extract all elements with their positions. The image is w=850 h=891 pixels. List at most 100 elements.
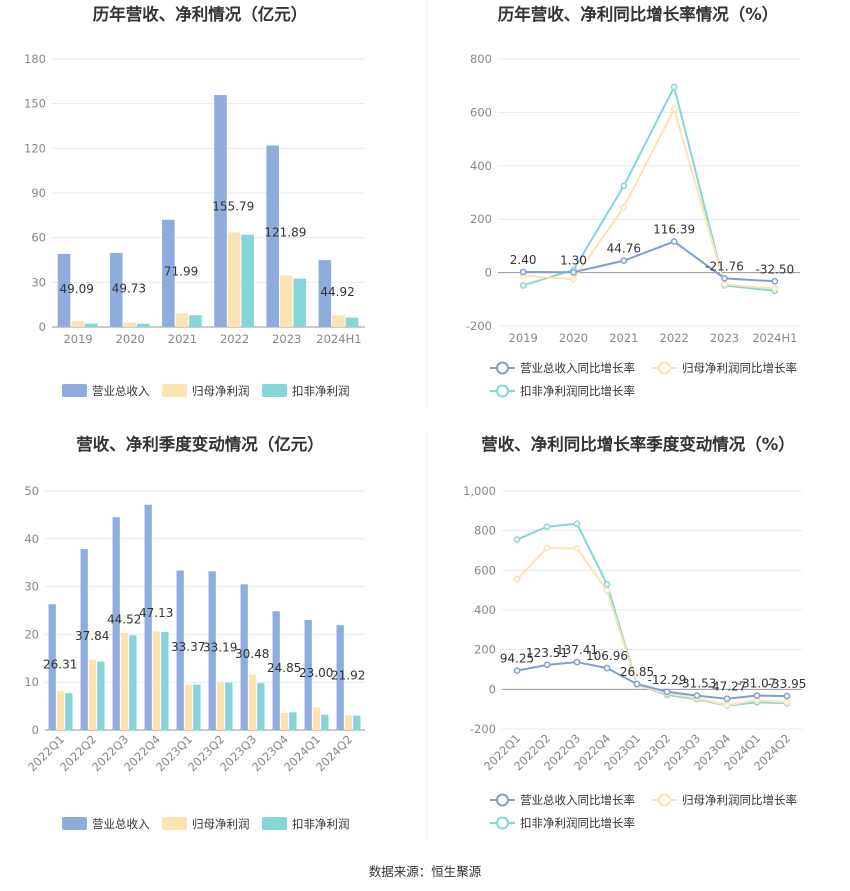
bar-0-0: [48, 604, 56, 730]
bar-0-3: [144, 504, 152, 730]
x-tick-label: 2021: [168, 332, 197, 346]
bar-1-5: [216, 682, 225, 730]
point-1-4: [721, 280, 728, 288]
point-2-2: [620, 182, 628, 190]
data-label: 71.99: [164, 264, 198, 278]
data-label: 137.41: [556, 643, 598, 657]
y-tick-label: 120: [24, 141, 46, 155]
quarterly-growth-rate-line-chart: 营收、净利同比增长率季度变动情况（%） -200 0 200 400 600 800 1,00…: [463, 434, 806, 830]
bar-1-4: [184, 684, 193, 730]
bar-0-0: [57, 253, 71, 327]
y-tick-label: 800: [470, 52, 492, 66]
bar-2-5: [225, 682, 233, 730]
y-tick-label: 150: [24, 97, 46, 111]
bar-2-4: [193, 684, 201, 730]
bar-1-3: [227, 232, 241, 327]
data-label: 26.85: [620, 665, 654, 679]
bar-0-5: [208, 571, 216, 730]
bar-2-0: [65, 693, 73, 730]
annual-growth-rate-line-chart: 历年营收、净利同比增长率情况（%） -200 0 200 400 600 800 2019 20…: [466, 4, 800, 398]
y-tick-label: 600: [470, 105, 492, 119]
data-label: 37.84: [75, 629, 109, 643]
y-tick-label: 800: [474, 524, 496, 538]
legend-label: 归母净利润: [192, 384, 250, 398]
y-tick-label: 0: [32, 723, 39, 737]
point-1-0: [513, 575, 521, 583]
bar-2-3: [161, 632, 169, 730]
y-tick-label: 400: [470, 159, 492, 173]
bar-2-7: [289, 712, 297, 730]
point-0-5: [663, 688, 671, 696]
bar-1-5: [332, 315, 345, 327]
legend-marker: [658, 361, 671, 375]
point-0-2: [573, 658, 581, 666]
bar-1-6: [248, 674, 257, 730]
data-label: -31.53: [678, 677, 717, 691]
bar-2-5: [345, 317, 359, 327]
legend-swatch: [262, 384, 287, 397]
y-tick-label: 0: [39, 320, 46, 334]
data-label: 49.09: [60, 282, 94, 296]
y-tick-label: 20: [24, 627, 39, 641]
point-0-0: [519, 268, 527, 276]
y-tick-label: 30: [31, 275, 46, 289]
y-tick-label: -200: [470, 722, 496, 736]
bar-2-2: [129, 635, 137, 730]
legend-swatch: [162, 817, 187, 830]
legend-marker: [496, 816, 509, 830]
data-label: 24.85: [267, 661, 301, 675]
point-1-1: [543, 544, 551, 552]
bar-2-2: [189, 315, 202, 327]
x-tick-label: 2021: [609, 331, 638, 345]
data-label: 26.31: [43, 658, 77, 672]
bar-1-0: [56, 690, 65, 730]
legend-swatch: [62, 384, 87, 397]
chart-title: 营收、净利同比增长率季度变动情况（%）: [481, 434, 795, 454]
point-0-5: [771, 277, 779, 285]
bar-1-4: [279, 275, 293, 327]
bar-1-0: [71, 321, 84, 327]
point-1-7: [723, 701, 731, 709]
data-label: 30.48: [235, 647, 269, 661]
chart-title: 营收、净利季度变动情况（亿元）: [76, 434, 324, 454]
legend-marker: [496, 384, 509, 398]
legend-marker: [496, 793, 509, 807]
x-tick-label: 2019: [509, 331, 538, 345]
point-2-3: [670, 83, 678, 91]
x-tick-label: 2024H1: [316, 332, 361, 346]
bar-1-3: [152, 631, 161, 730]
data-label: 44.52: [107, 612, 141, 626]
bar-0-4: [176, 570, 184, 730]
point-0-0: [513, 667, 521, 674]
bar-1-9: [344, 715, 353, 730]
data-label: 106.96: [586, 649, 628, 663]
bar-1-2: [120, 632, 129, 730]
data-label: 121.89: [264, 226, 306, 240]
data-label: -12.29: [648, 673, 687, 687]
data-label: -47.27: [708, 680, 747, 694]
data-label: 44.76: [607, 242, 641, 256]
point-2-3: [603, 580, 611, 588]
point-0-1: [570, 268, 577, 276]
legend-label: 营业总收入: [92, 817, 150, 831]
bar-0-1: [80, 549, 88, 730]
bar-0-4: [266, 145, 279, 327]
bar-2-0: [84, 323, 98, 327]
y-tick-label: 90: [31, 186, 46, 200]
bar-2-1: [97, 661, 105, 730]
point-0-3: [603, 664, 611, 672]
legend-swatch: [162, 384, 187, 397]
series-line-0: [516, 661, 788, 700]
y-tick-label: 30: [24, 580, 39, 594]
point-1-3: [670, 105, 678, 113]
point-0-4: [633, 680, 641, 688]
legend-label: 营业总收入: [92, 384, 150, 398]
point-0-9: [783, 692, 791, 700]
point-0-4: [721, 275, 728, 282]
bar-2-6: [257, 683, 265, 730]
data-label: 1.30: [560, 253, 587, 267]
bar-1-1: [88, 659, 97, 730]
legend-label: 营业总收入同比增长率: [520, 793, 635, 807]
point-2-1: [543, 523, 551, 531]
